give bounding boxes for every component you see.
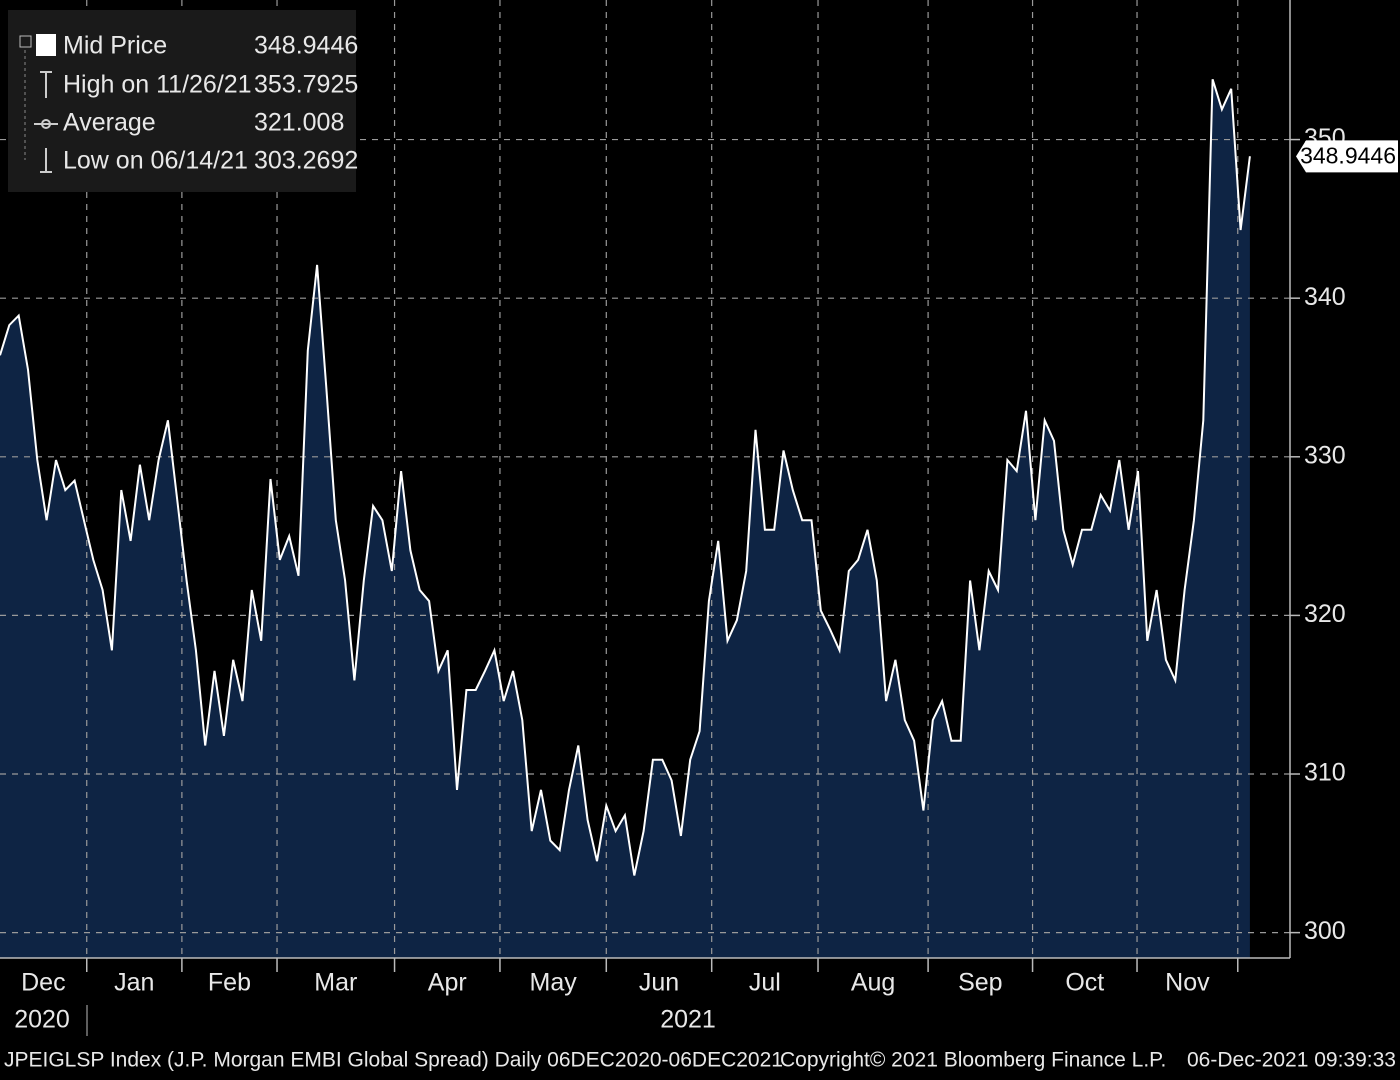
x-tick-label: Mar [314,969,357,997]
area-fill [0,79,1250,959]
legend-swatch [36,34,56,56]
x-tick-label: Dec [21,969,65,997]
footer-timestamp: 06-Dec-2021 09:39:33 [1187,1049,1396,1072]
x-tick-label: Aug [851,969,895,997]
legend-label: High on 11/26/21 [63,71,252,99]
low-icon [40,148,52,173]
high-icon [40,71,52,98]
year-label: 2020 [14,1006,70,1034]
x-tick-label: Feb [208,969,251,997]
last-value-label: 348.9446 [1300,142,1396,168]
x-tick-label: Jan [114,969,154,997]
collapse-icon [19,35,32,48]
average-icon [34,119,58,129]
y-tick-label: 310 [1304,759,1346,787]
x-tick-label: Jul [749,969,781,997]
legend-box [8,10,356,192]
legend-value: 348.9446 [254,32,358,60]
y-tick-label: 320 [1304,600,1346,628]
x-tick-label: Sep [958,969,1002,997]
x-tick-label: May [530,969,578,997]
legend-label: Mid Price [63,32,167,60]
y-tick-label: 340 [1304,283,1346,311]
x-tick-label: Nov [1165,969,1210,997]
footer-copyright: Copyright© 2021 Bloomberg Finance L.P. [780,1049,1166,1072]
legend-label: Low on 06/14/21 [63,147,248,175]
x-tick-label: Apr [428,969,467,997]
price-line [0,79,1251,876]
legend-value: 321.008 [254,109,344,137]
last-value-tag [1296,140,1398,173]
y-tick-label: 330 [1304,441,1346,469]
footer-source: JPEIGLSP Index (J.P. Morgan EMBI Global … [4,1049,783,1072]
x-tick-label: Oct [1065,969,1104,997]
legend-label: Average [63,109,156,137]
legend: Mid Price 348.9446 High on 11/26/21 353.… [8,10,358,192]
x-tick-label: Jun [639,969,679,997]
legend-value: 353.7925 [254,71,358,99]
year-label: 2021 [660,1006,716,1034]
y-tick-label: 300 [1304,917,1346,945]
legend-value: 303.2692 [254,147,358,175]
